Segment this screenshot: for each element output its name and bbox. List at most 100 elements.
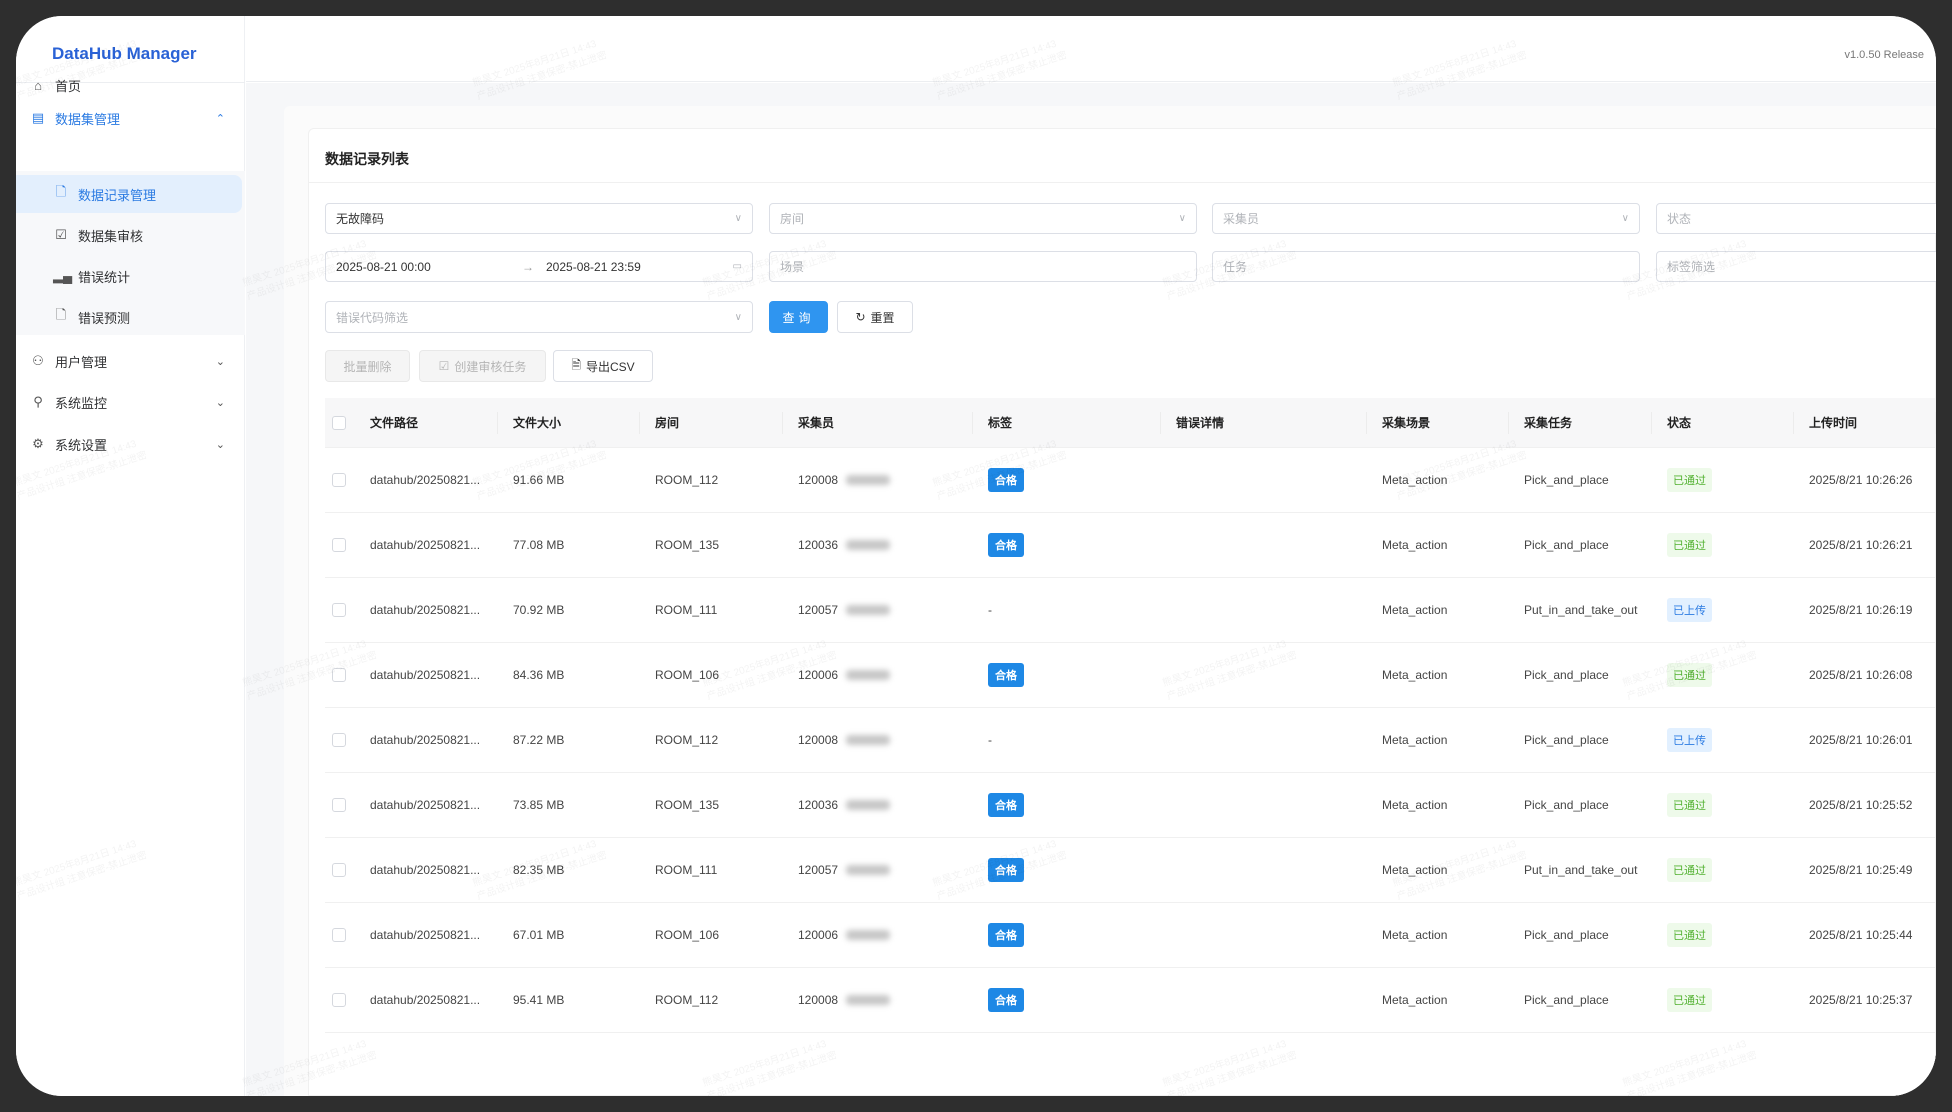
cell-text: datahub/20250821... bbox=[370, 993, 481, 1007]
cell-time: 2025/8/21 10:25:49 bbox=[1809, 838, 1912, 902]
table-row[interactable]: datahub/20250821... 70.92 MB ROOM_111 12005… bbox=[325, 578, 1935, 643]
sidebar-item-label: 数据记录管理 bbox=[78, 187, 157, 203]
cell-status: 已通过 bbox=[1667, 968, 1712, 1032]
tag-filter-input[interactable]: 标签筛选 bbox=[1656, 251, 1936, 282]
sidebar-item-data-records[interactable]: 🗋 数据记录管理 bbox=[16, 175, 242, 213]
column-header[interactable]: 标签 bbox=[988, 416, 1013, 430]
checkbox[interactable] bbox=[332, 415, 346, 430]
cell-text: 87.22 MB bbox=[513, 733, 565, 747]
room-select[interactable]: 房间 ∨ bbox=[769, 203, 1197, 234]
column-header[interactable]: 采集场景 bbox=[1382, 416, 1431, 430]
checkbox[interactable] bbox=[332, 863, 346, 877]
status-badge: 已通过 bbox=[1667, 663, 1712, 687]
table-row[interactable]: datahub/20250821... 82.35 MB ROOM_111 12005… bbox=[325, 838, 1935, 903]
cell-size: 91.66 MB bbox=[513, 448, 564, 512]
cell-room: ROOM_135 bbox=[655, 513, 719, 577]
sidebar-item-label: 用户管理 bbox=[55, 354, 108, 370]
cell-task: Put_in_and_take_out bbox=[1524, 578, 1637, 642]
cell-text: Meta_action bbox=[1382, 863, 1448, 877]
column-header[interactable]: 状态 bbox=[1667, 416, 1692, 430]
checkbox[interactable] bbox=[332, 993, 346, 1007]
error-code-mode-select[interactable]: 无故障码 ∨ bbox=[325, 203, 753, 234]
status-badge: 已通过 bbox=[1667, 468, 1712, 492]
sidebar-item-error-stats[interactable]: ▂▄ 错误统计 bbox=[16, 257, 245, 295]
cell-room: ROOM_106 bbox=[655, 643, 719, 707]
table-row[interactable]: datahub/20250821... 77.08 MB ROOM_135 12003… bbox=[325, 513, 1935, 578]
cell-time: 2025/8/21 10:26:26 bbox=[1809, 448, 1912, 512]
cell-text: Meta_action bbox=[1382, 473, 1448, 487]
select-all-checkbox[interactable] bbox=[332, 398, 346, 447]
table-row[interactable]: datahub/20250821... 84.36 MB ROOM_106 12000… bbox=[325, 643, 1935, 708]
status-select[interactable]: 状态 bbox=[1656, 203, 1936, 234]
cell-text: ROOM_135 bbox=[655, 798, 720, 812]
cell-room: ROOM_112 bbox=[655, 448, 718, 512]
checkbox[interactable] bbox=[332, 733, 346, 747]
row-checkbox[interactable] bbox=[332, 838, 346, 902]
row-checkbox[interactable] bbox=[332, 643, 346, 707]
column-header[interactable]: 采集员 bbox=[798, 416, 835, 430]
table-row[interactable]: datahub/20250821... 91.66 MB ROOM_112 12000… bbox=[325, 448, 1935, 513]
redacted-name bbox=[846, 605, 891, 615]
reset-button[interactable]: ↻ 重置 bbox=[837, 301, 913, 333]
checkbox[interactable] bbox=[332, 668, 346, 682]
date-range-picker[interactable]: 2025-08-21 00:00 → 2025-08-21 23:59 ▭ bbox=[325, 251, 753, 282]
cell-tag: - bbox=[988, 708, 992, 772]
error-code-filter-select[interactable]: 错误代码筛选 ∨ bbox=[325, 301, 753, 333]
table-row[interactable]: datahub/20250821... 87.22 MB ROOM_112 12000… bbox=[325, 708, 1935, 773]
cell-status: 已通过 bbox=[1667, 448, 1712, 512]
cell-text: datahub/20250821... bbox=[370, 603, 481, 617]
scene-input[interactable]: 场景 bbox=[769, 251, 1197, 282]
row-checkbox[interactable] bbox=[332, 578, 346, 642]
column-header[interactable]: 错误详情 bbox=[1176, 416, 1225, 430]
cell-text: 84.36 MB bbox=[513, 668, 565, 682]
cell-text: Pick_and_place bbox=[1524, 993, 1609, 1007]
table-row[interactable]: datahub/20250821... 95.41 MB ROOM_112 12000… bbox=[325, 968, 1935, 1033]
row-checkbox[interactable] bbox=[332, 968, 346, 1032]
column-header[interactable]: 上传时间 bbox=[1809, 416, 1858, 430]
cell-text: 2025/8/21 10:25:49 bbox=[1809, 863, 1913, 877]
sidebar-item-system-monitor[interactable]: ⚲ 系统监控 ⌄ bbox=[16, 383, 245, 421]
create-review-task-button[interactable]: ☑ 创建审核任务 bbox=[419, 350, 546, 382]
cell-text: Pick_and_place bbox=[1524, 928, 1609, 942]
cell-text: Pick_and_place bbox=[1524, 538, 1609, 552]
query-button[interactable]: 查询 bbox=[769, 301, 828, 333]
cell-collector: 120036 bbox=[798, 773, 891, 837]
checkbox[interactable] bbox=[332, 798, 346, 812]
cell-text: 2025/8/21 10:25:52 bbox=[1809, 798, 1913, 812]
sidebar-item-error-prediction[interactable]: 🗋 错误预测 bbox=[16, 298, 245, 336]
checkbox[interactable] bbox=[332, 928, 346, 942]
redacted-name bbox=[846, 670, 891, 680]
sidebar-item-system-settings[interactable]: ⚙ 系统设置 ⌄ bbox=[16, 425, 245, 463]
review-icon: ☑ bbox=[55, 227, 67, 242]
column-separator bbox=[639, 412, 640, 434]
column-header[interactable]: 房间 bbox=[655, 416, 680, 430]
task-input[interactable]: 任务 bbox=[1212, 251, 1640, 282]
column-separator bbox=[972, 412, 973, 434]
checkbox[interactable] bbox=[332, 603, 346, 617]
checkbox[interactable] bbox=[332, 538, 346, 552]
cell-task: Pick_and_place bbox=[1524, 643, 1609, 707]
table-row[interactable]: datahub/20250821... 73.85 MB ROOM_135 12003… bbox=[325, 773, 1935, 838]
sidebar-item-home[interactable]: ⌂ 首页 bbox=[16, 66, 245, 104]
collector-select[interactable]: 采集员 ∨ bbox=[1212, 203, 1640, 234]
cell-text: datahub/20250821... bbox=[370, 473, 481, 487]
row-checkbox[interactable] bbox=[332, 448, 346, 512]
sidebar-item-dataset-management[interactable]: ▤ 数据集管理 ⌃ bbox=[16, 99, 245, 137]
sidebar-item-label: 数据集审核 bbox=[78, 228, 144, 244]
column-header[interactable]: 文件路径 bbox=[370, 416, 419, 430]
sidebar-item-dataset-review[interactable]: ☑ 数据集审核 bbox=[16, 216, 245, 254]
cell-tag: 合格 bbox=[988, 513, 1024, 577]
row-checkbox[interactable] bbox=[332, 773, 346, 837]
row-checkbox[interactable] bbox=[332, 903, 346, 967]
column-header[interactable]: 采集任务 bbox=[1524, 416, 1573, 430]
row-checkbox[interactable] bbox=[332, 708, 346, 772]
batch-delete-button[interactable]: 批量删除 bbox=[325, 350, 410, 382]
export-csv-button[interactable]: 🗎 导出CSV bbox=[553, 350, 653, 382]
sidebar-item-user-management[interactable]: ⚇ 用户管理 ⌄ bbox=[16, 342, 245, 380]
cell-path: datahub/20250821... bbox=[370, 578, 480, 642]
table-row[interactable]: datahub/20250821... 67.01 MB ROOM_106 12000… bbox=[325, 903, 1935, 968]
checkbox[interactable] bbox=[332, 473, 346, 487]
cell-text: - bbox=[988, 603, 992, 617]
row-checkbox[interactable] bbox=[332, 513, 346, 577]
column-header[interactable]: 文件大小 bbox=[513, 416, 562, 430]
